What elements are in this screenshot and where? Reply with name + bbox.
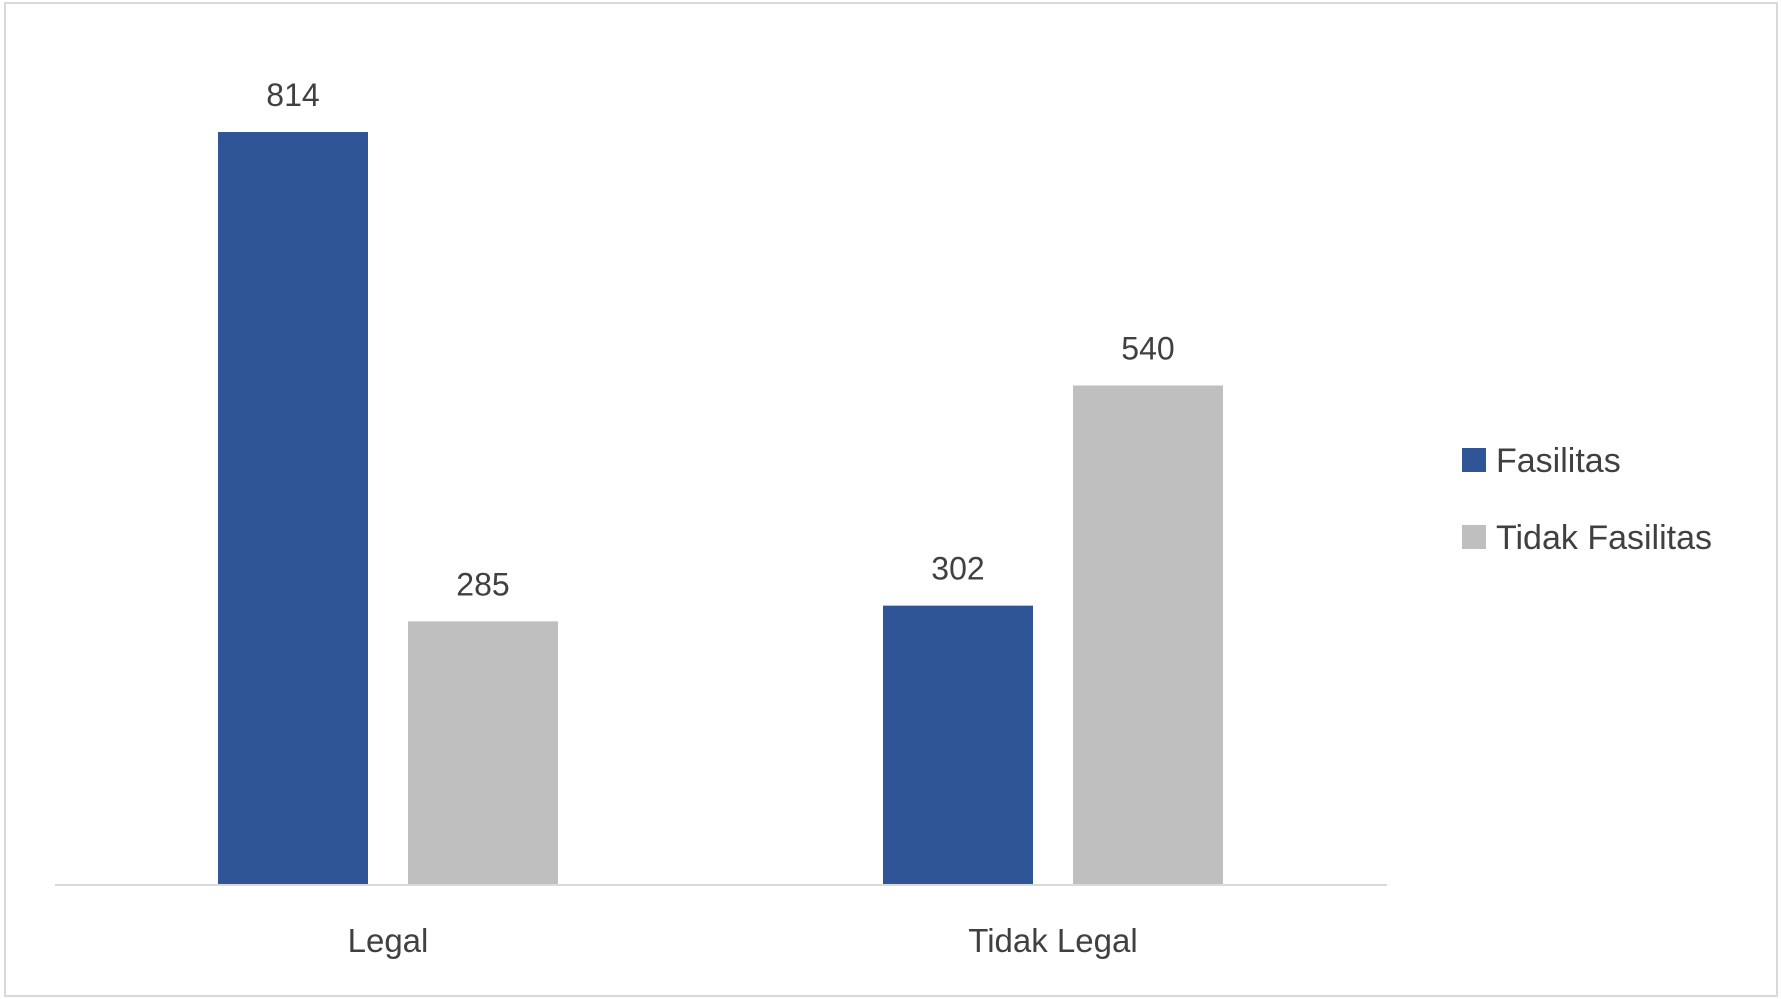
data-label-tidak-legal-fasilitas: 302 — [931, 551, 984, 587]
legend-swatch-fasilitas — [1462, 448, 1486, 472]
data-label-legal-fasilitas: 814 — [266, 77, 319, 113]
category-label-legal: Legal — [348, 922, 429, 959]
legend-swatch-tidak-fasilitas — [1462, 525, 1486, 549]
category-labels-group: Legal Tidak Legal — [348, 922, 1138, 959]
category-label-tidak-legal: Tidak Legal — [968, 922, 1137, 959]
bar-tidak-legal-tidak-fasilitas — [1073, 385, 1223, 885]
bars-group — [218, 132, 1223, 885]
data-label-tidak-legal-tidak-fasilitas: 540 — [1121, 330, 1174, 366]
data-label-legal-tidak-fasilitas: 285 — [456, 566, 509, 602]
data-labels-group: 814 285 302 540 — [266, 77, 1174, 602]
bar-legal-tidak-fasilitas — [408, 621, 558, 885]
bar-tidak-legal-fasilitas — [883, 605, 1033, 885]
legend-label-tidak-fasilitas: Tidak Fasilitas — [1496, 519, 1712, 557]
legend-label-fasilitas: Fasilitas — [1496, 442, 1621, 480]
legend: Fasilitas Tidak Fasilitas — [1462, 442, 1712, 557]
bar-legal-fasilitas — [218, 132, 368, 885]
